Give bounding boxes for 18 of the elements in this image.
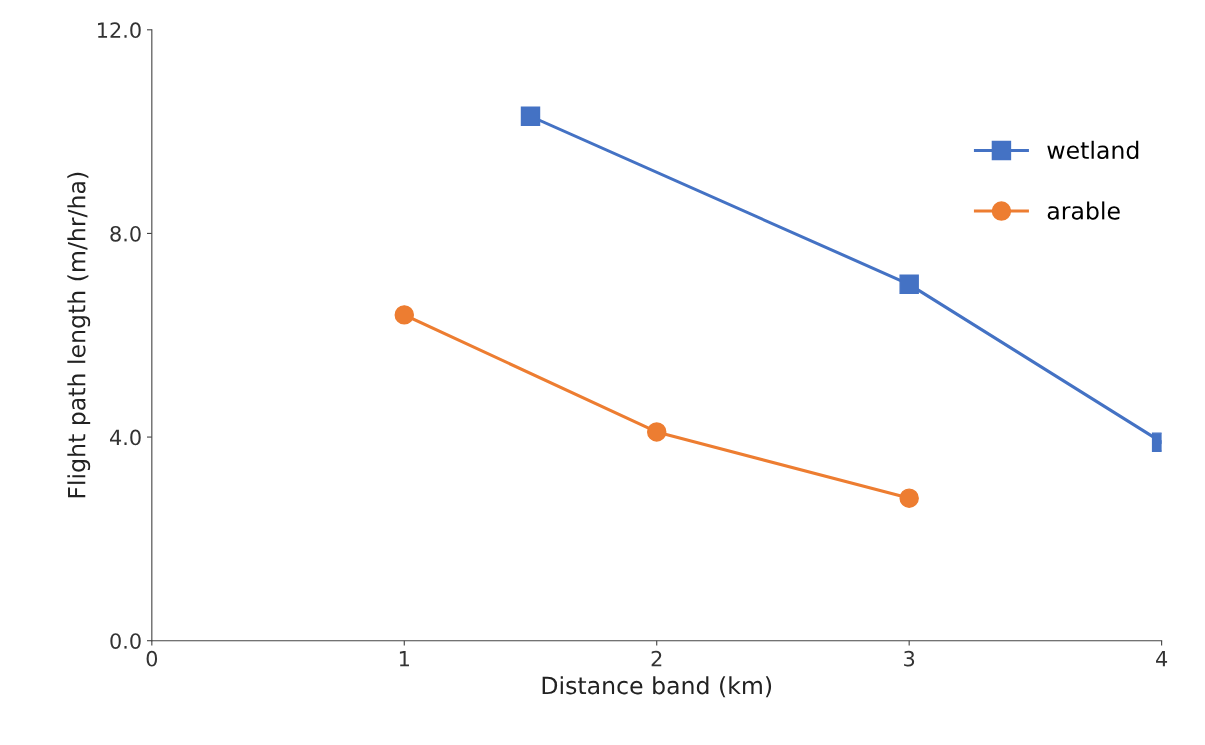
point [394,305,415,325]
y-tick-label: 4.0 [110,429,141,446]
y-tick-label: 0.0 [110,633,141,649]
legend-label: wetland [1047,140,1139,160]
x-tick-label: 0 [146,650,158,667]
point [899,488,919,508]
y-tick-label: 12.0 [98,22,141,39]
y-axis-title: Flight path length (m/hr/ha) [67,172,91,498]
x-axis-title: Distance band (km) [542,676,772,698]
x-tick-label: 4 [1156,651,1168,667]
x-tick-label: 1 [399,651,409,667]
point [899,274,919,295]
x-tick-label: 3 [904,650,915,667]
y-tick-label: 8.0 [110,225,141,242]
x-tick-label: 2 [651,650,662,667]
point [647,422,667,442]
legend-label: arable [1047,201,1120,220]
point [520,106,541,127]
